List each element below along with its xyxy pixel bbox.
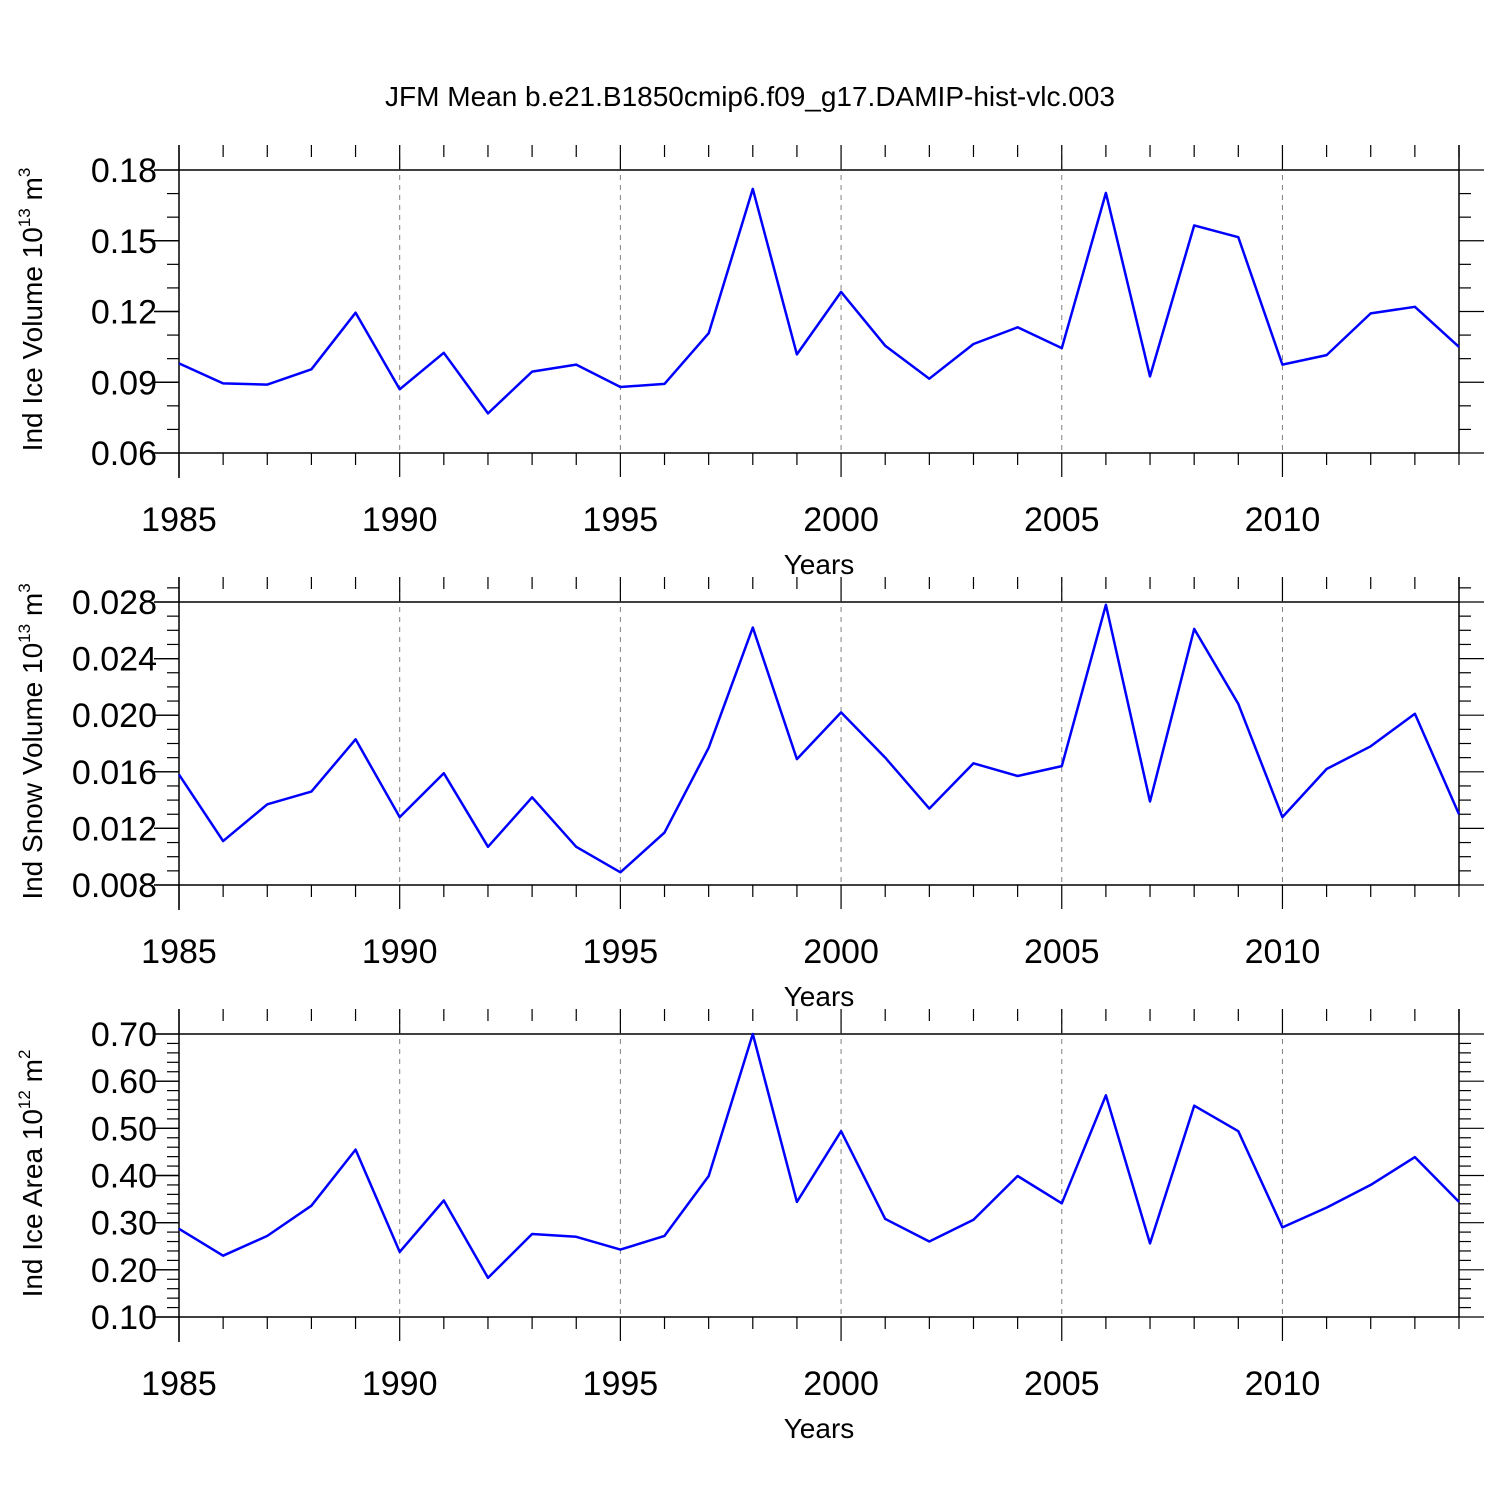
y-tick-label: 0.016 [72, 754, 157, 792]
y-tick-label: 0.30 [91, 1205, 157, 1243]
y-axis-title-exponent: 13 [15, 208, 34, 227]
x-tick-label: 2010 [1245, 501, 1321, 539]
y-tick-label: 0.020 [72, 697, 157, 735]
x-tick-label: 1995 [583, 933, 659, 971]
y-axis-title: Ind Ice Volume 1013 m3 [15, 168, 48, 452]
y-tick-label: 0.10 [91, 1299, 157, 1337]
chart-title: JFM Mean b.e21.B1850cmip6.f09_g17.DAMIP-… [385, 81, 1115, 112]
chart-panels: 1985 1990 1995 2000 2005 2010 Years 0.06 0.09 0.1… [15, 145, 1484, 1444]
y-tick-label: 0.60 [91, 1063, 157, 1101]
series-line-3 [178, 1032, 1460, 1280]
x-axis-title: Years [784, 981, 855, 1012]
y-axis-title-unit: m [17, 593, 48, 624]
y-tick-label: 0.024 [72, 641, 157, 679]
y-axis-title-main: Ind Ice Volume 10 [17, 227, 48, 451]
x-tick-label: 1990 [362, 501, 438, 539]
x-axis-title: Years [784, 549, 855, 580]
y-axis-title-unit-exponent: 3 [15, 583, 34, 592]
panel-3: 1985 1990 1995 2000 2005 2010 Years 0.10 0.20 0.3… [15, 1009, 1484, 1444]
x-tick-label: 1990 [362, 933, 438, 971]
y-tick-label: 0.12 [91, 294, 157, 332]
x-tick-label: 2005 [1024, 501, 1100, 539]
panel-2: 1985 1990 1995 2000 2005 2010 Years 0.008 0.012 0… [15, 577, 1484, 1012]
x-tick-label: 2000 [803, 1365, 879, 1403]
y-tick-label: 0.008 [72, 867, 157, 905]
x-tick-label: 1995 [583, 501, 659, 539]
x-tick-label: 1995 [583, 1365, 659, 1403]
x-tick-label: 2005 [1024, 1365, 1100, 1403]
panel-1: 1985 1990 1995 2000 2005 2010 Years 0.06 0.09 0.1… [15, 145, 1484, 580]
y-axis-title-unit-exponent: 3 [15, 168, 34, 177]
series-line-2 [177, 603, 1461, 874]
y-tick-label: 0.40 [91, 1158, 157, 1196]
y-axis-title-main: Ind Ice Area 10 [17, 1109, 48, 1297]
x-tick-label: 1985 [141, 933, 217, 971]
y-axis-title-unit-exponent: 2 [15, 1050, 34, 1059]
x-tick-label: 1985 [141, 501, 217, 539]
y-axis-title-unit: m [17, 1059, 48, 1090]
x-tick-label: 2005 [1024, 933, 1100, 971]
y-tick-label: 0.09 [91, 364, 157, 402]
y-tick-label: 0.15 [91, 223, 157, 261]
y-tick-label: 0.06 [91, 435, 157, 473]
series-line-1 [178, 187, 1460, 415]
x-tick-label: 2000 [803, 933, 879, 971]
y-axis-title-exponent: 13 [15, 624, 34, 643]
y-axis-title: Ind Snow Volume 1013 m3 [15, 583, 48, 899]
y-axis-title-unit: m [17, 177, 48, 208]
y-tick-label: 0.028 [72, 584, 157, 622]
y-axis-title: Ind Ice Area 1012 m2 [15, 1050, 48, 1298]
y-axis-title-main: Ind Snow Volume 10 [17, 643, 48, 900]
y-tick-label: 0.50 [91, 1110, 157, 1148]
x-tick-label: 1990 [362, 1365, 438, 1403]
x-tick-label: 2000 [803, 501, 879, 539]
y-tick-label: 0.18 [91, 152, 157, 190]
x-tick-label: 1985 [141, 1365, 217, 1403]
y-tick-label: 0.20 [91, 1252, 157, 1290]
x-axis-title: Years [784, 1413, 855, 1444]
x-tick-label: 2010 [1245, 933, 1321, 971]
y-tick-label: 0.012 [72, 810, 157, 848]
y-tick-label: 0.70 [91, 1016, 157, 1054]
x-tick-label: 2010 [1245, 1365, 1321, 1403]
y-axis-title-exponent: 12 [15, 1090, 34, 1109]
